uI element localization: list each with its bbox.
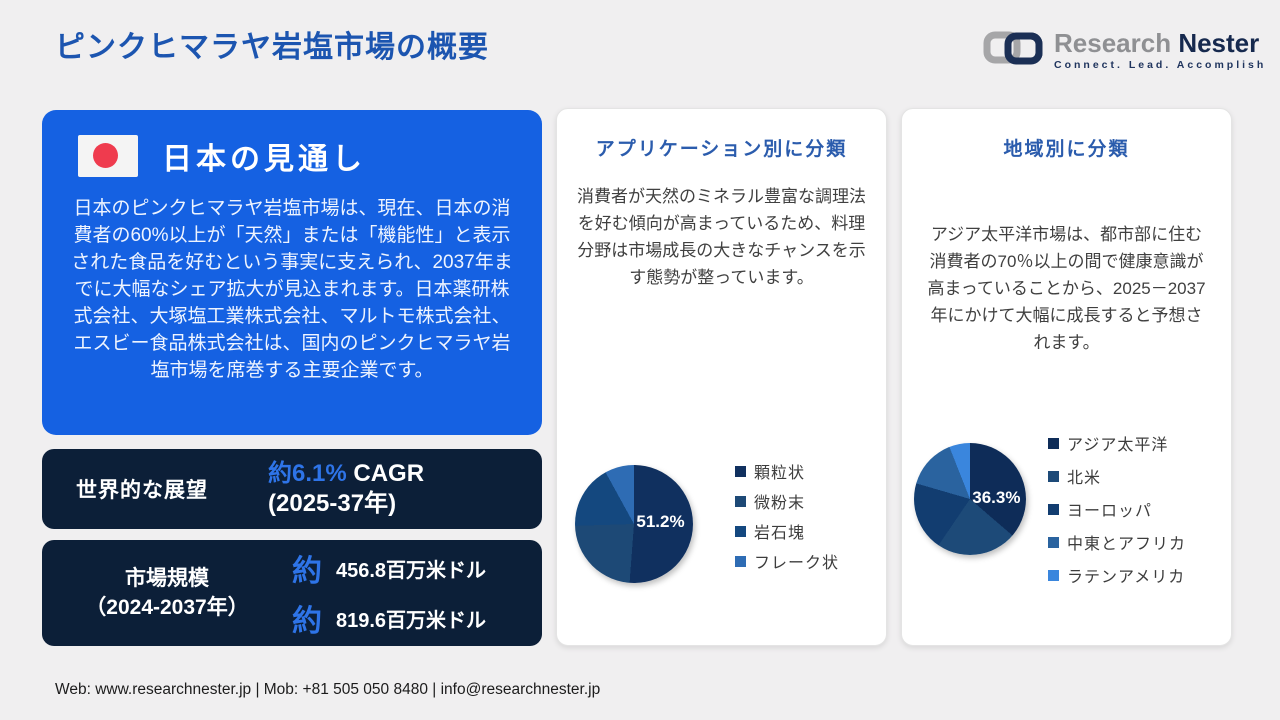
- application-pie-chart: 51.2%: [575, 465, 693, 583]
- legend-item: 岩石塊: [735, 519, 839, 543]
- global-outlook-label: 世界的な展望: [76, 479, 208, 502]
- footer-contact-info: Web: www.researchnester.jp | Mob: +81 50…: [55, 681, 601, 698]
- legend-swatch: [1048, 569, 1059, 581]
- region-legend: アジア太平洋 北米 ヨーロッパ 中東とアフリカ ラテンアメリカ: [1048, 431, 1186, 587]
- logo-brand: Research Nester: [1054, 28, 1260, 58]
- cagr-suffix: CAGR: [346, 460, 425, 487]
- market-size-row-2024: 約 456.8百万米ドル: [292, 555, 487, 588]
- market-size-row-2037: 約 819.6百万米ドル: [292, 605, 487, 638]
- application-card-title: アプリケーション別に分類: [595, 139, 848, 160]
- japan-card-body: 日本のピンクヒマラヤ岩塩市場は、現在、日本の消費者の60%以上が「天然」または「…: [71, 198, 513, 381]
- legend-swatch: [735, 555, 746, 567]
- legend-swatch: [735, 525, 746, 537]
- legend-item: 中東とアフリカ: [1048, 530, 1186, 554]
- region-card-title: 地域別に分類: [1003, 139, 1130, 160]
- region-card-body: アジア太平洋市場は、都市部に住む消費者の70％以上の間で健康意識が高まっているこ…: [927, 224, 1206, 353]
- legend-item: 微粉末: [735, 489, 839, 513]
- application-card-body: 消費者が天然のミネラル豊富な調理法を好む傾向が高まっているため、料理分野は市場成…: [577, 186, 866, 288]
- legend-swatch: [1048, 536, 1059, 548]
- japan-card-title: 日本の見通し: [162, 143, 366, 176]
- cagr-value: 約6.1% CAGR (2025-37年): [268, 459, 424, 519]
- chain-links-icon: [982, 26, 1044, 75]
- market-size-card: 市場規模 （2024-2037年） 約 456.8百万米ドル 約 819.6百万…: [42, 540, 542, 646]
- research-nester-logo: Research Nester Connect. Lead. Accomplis…: [982, 26, 1266, 75]
- legend-swatch: [1048, 503, 1059, 515]
- legend-item: アジア太平洋: [1048, 431, 1186, 455]
- region-pie-highlight-label: 36.3%: [972, 487, 1021, 507]
- japan-flag-icon: [78, 135, 138, 177]
- cagr-percent: 約6.1%: [268, 460, 347, 487]
- japan-card-header: 日本の見通し: [78, 134, 542, 178]
- legend-swatch: [735, 495, 746, 507]
- legend-item: フレーク状: [735, 549, 839, 573]
- legend-swatch: [1048, 437, 1059, 449]
- logo-tagline: Connect. Lead. Accomplish: [1054, 59, 1267, 71]
- market-size-label: 市場規模 （2024-2037年）: [85, 566, 249, 619]
- legend-item: 顆粒状: [735, 459, 839, 483]
- japan-outlook-card: 日本の見通し 日本のピンクヒマラヤ岩塩市場は、現在、日本の消費者の60%以上が「…: [42, 110, 542, 435]
- cagr-period: (2025-37年): [268, 490, 397, 517]
- legend-swatch: [735, 465, 746, 477]
- logo-text: Research Nester Connect. Lead. Accomplis…: [1054, 30, 1266, 71]
- legend-swatch: [1048, 470, 1059, 482]
- application-pie-highlight-label: 51.2%: [636, 512, 685, 532]
- region-segmentation-card: 地域別に分類 アジア太平洋市場は、都市部に住む消費者の70％以上の間で健康意識が…: [901, 108, 1232, 646]
- legend-item: ヨーロッパ: [1048, 497, 1186, 521]
- region-pie-chart: 36.3%: [914, 443, 1026, 555]
- application-segmentation-card: アプリケーション別に分類 消費者が天然のミネラル豊富な調理法を好む傾向が高まって…: [556, 108, 887, 646]
- legend-item: ラテンアメリカ: [1048, 563, 1186, 587]
- global-outlook-card: 世界的な展望 約6.1% CAGR (2025-37年): [42, 449, 542, 529]
- application-legend: 顆粒状 微粉末 岩石塊 フレーク状: [735, 459, 839, 573]
- page-title: ピンクヒマラヤ岩塩市場の概要: [55, 31, 489, 64]
- market-size-values: 約 456.8百万米ドル 約 819.6百万米ドル: [292, 546, 486, 640]
- legend-item: 北米: [1048, 464, 1186, 488]
